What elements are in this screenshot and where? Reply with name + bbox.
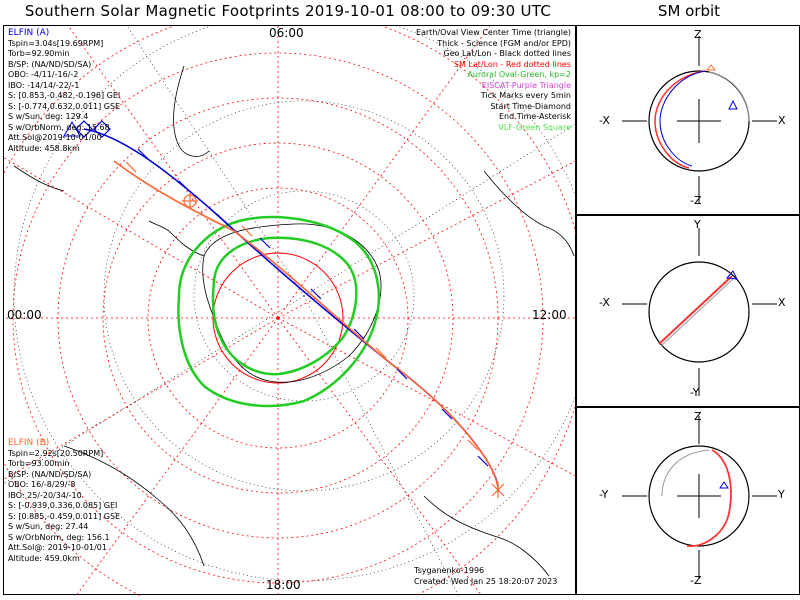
sm-yz-left-label: -Y [599,488,609,501]
created-timestamp: Created: Wed Jan 25 18:20:07 2023 [414,576,558,586]
mlt-label-left: 00:00 [7,308,42,322]
sm-panel-yz: Z -Z -Y Y [576,407,800,595]
legend-item: EISCAT-Purple Triangle [481,80,571,90]
probe-b-line: IBO: 25/-20/34/-10 [8,490,82,500]
mlt-label-right: 12:00 [532,308,567,322]
sm-panel-yz-canvas [622,416,777,578]
probe-b-header: ELFIN (B) [8,438,50,448]
probe-a-line: S: [0.853,-0.482,-0.196] GEI [8,91,121,100]
sm-xy-bottom-label: -Y [690,386,700,399]
probe-b-track [113,160,499,489]
end-time-asterisk [491,482,505,498]
probe-a-line: IBO: -14/14/-22/-1 [8,80,80,90]
sm-panel-xy-canvas [622,228,777,396]
legend-item: Start Time-Diamond [490,101,571,111]
probe-b-line: Att.Sol@: 2019-10-01/01 [8,543,107,552]
legend-item: End Time-Asterisk [498,112,571,121]
footer: Tsyganenko-1996 Created: Wed Jan 25 18:2… [414,566,557,587]
auroral-oval-inner [211,236,358,376]
model-label: Tsyganenko-1996 [414,566,485,575]
sm-yz-bottom-label: -Z [690,574,702,587]
probe-b-line: B/SP: (NA/ND/SD/SA) [8,469,92,479]
probe-b-line: Tspin=2.92s[20.50RPM] [8,448,104,458]
polar-footprint-map: 06:00 00:00 12:00 18:00 ELFIN (A) Tspin=… [3,25,577,596]
sm-longitude-lines [4,26,577,596]
legend-item: VLF-Green Square [498,122,571,132]
probe-a-line: OBO: -4/11/-16/-2 [8,70,79,79]
sm-panel-xz: Z -Z -X X [576,25,800,215]
sm-xy-top-label: Y [694,218,701,231]
probe-a-line: Torb=92.90min [8,49,70,58]
sm-panel-xy: Y -Y -X X [576,215,800,407]
sm-orbit-title: SM orbit [657,2,721,20]
probe-a-line: Tspin=3.04s[19.69RPM] [8,38,104,48]
probe-a-line: Att.Sol@2019-10-01/00 [8,133,102,142]
sm-xz-top-label: Z [694,28,702,41]
probe-a-header: ELFIN (A) [8,28,50,38]
probe-a-start-diamond [75,120,111,138]
probe-b-line: S w/OrbNorm, deg: 156.1 [8,532,110,542]
sm-xz-right-label: X [778,114,786,127]
probe-b-line: S: [0.885,-0.459,0.011] GSE [8,511,121,521]
probe-b-info: ELFIN (B) Tspin=2.92s[20.50RPM] Torb=93.0… [8,438,120,564]
sm-xz-left-label: -X [599,114,610,127]
legend-item: Geo Lat/Lon - Black dotted lines [443,49,571,58]
probe-b-start-diamond [182,193,198,209]
probe-a-line: Altitude: 458.8km [8,143,80,153]
polar-map-canvas [4,26,577,596]
sm-xy-right-label: X [778,296,786,309]
probe-b-line: S: [-0.939,0.336,0.085] GEI [8,501,118,510]
probe-b-line: Torb=93.00min [8,459,70,468]
sm-yz-top-label: Z [694,410,702,423]
probe-a-line: S: [-0.774,0.632,0.011] GSE [8,101,121,111]
mlt-label-top: 06:00 [269,26,304,40]
probe-a-lines: Tspin=3.04s[19.69RPM] Torb=92.90min B/SP: … [8,39,120,155]
geo-longitude-lines [4,26,577,596]
probe-b-ticks [125,161,479,451]
sm-xy-left-label: -X [599,296,610,309]
sm-yz-right-label: Y [778,488,785,501]
probe-b-lines: Tspin=2.92s[20.50RPM] Torb=93.00min B/SP: … [8,449,120,565]
legend-item: Auroral Oval-Green, kp=2 [467,70,571,79]
auroral-oval-outer [177,215,381,408]
mlt-label-bottom: 18:00 [266,578,301,592]
legend: Earth/Oval View Center Time (triangle) Th… [416,28,571,133]
probe-b-line: Altitude: 459.0km [8,553,80,563]
legend-item: SM Lat/Lon - Red dotted lines [453,59,571,69]
probe-a-info: ELFIN (A) Tspin=3.04s[19.69RPM] Torb=92.9… [8,28,120,154]
legend-item: Earth/Oval View Center Time (triangle) [415,28,571,37]
legend-item: Thick - Science (FGM and/or EPD) [437,38,571,48]
probe-b-line: S w/Sun, deg: 27.44 [8,522,89,531]
probe-a-line: S w/Sun, deg: 129.4 [8,112,89,121]
plot-title: Southern Solar Magnetic Footprints 2019-… [24,2,552,20]
view-center-triangle [63,120,81,137]
sm-xz-bottom-label: -Z [690,194,702,207]
probe-a-line: B/SP: (NA/ND/SD/SA) [8,59,92,69]
sm-panel-xz-canvas [622,36,777,204]
probe-b-line: OBO: 16/-8/29/-8 [8,480,76,489]
legend-item: Tick Marks every 5min [480,91,571,100]
probe-a-line: S w/OrbNorm, deg: 15.68 [8,122,110,132]
probe-a-ticks [137,148,489,467]
